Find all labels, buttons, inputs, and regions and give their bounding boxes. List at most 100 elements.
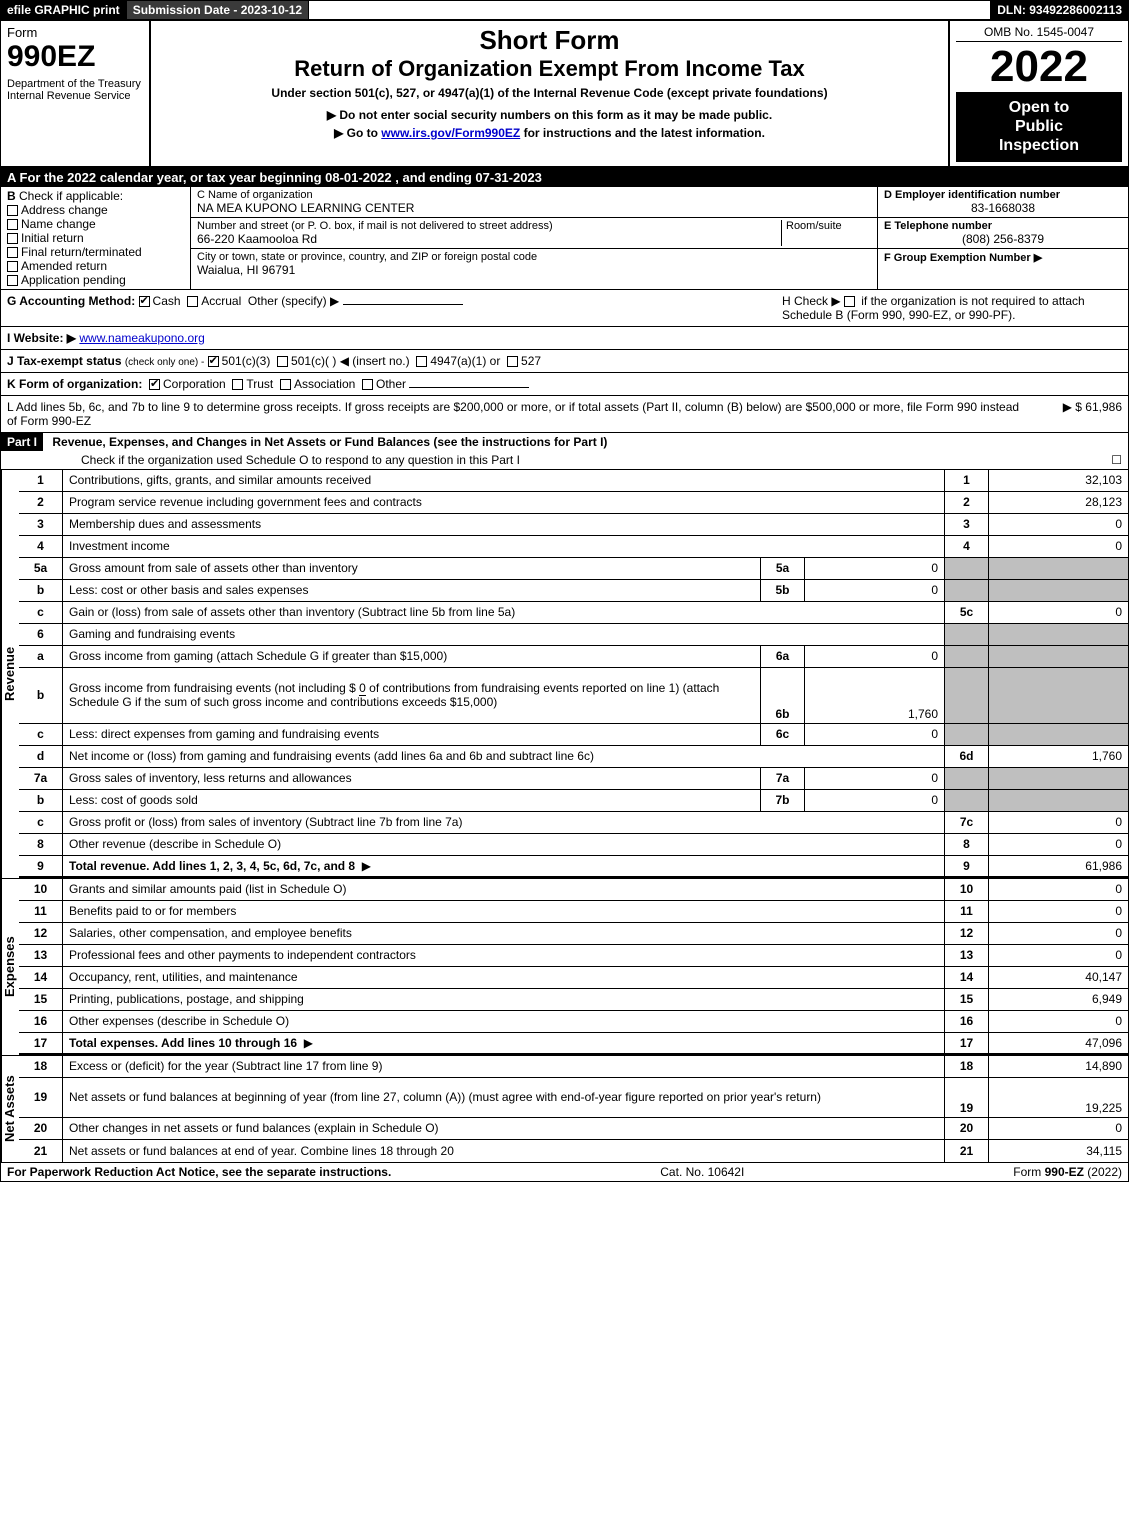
line-17-desc-text: Total expenses. Add lines 10 through 16 (69, 1036, 297, 1050)
line-9-rnum: 9 (944, 856, 988, 876)
j-4947-checkbox[interactable] (416, 356, 427, 367)
line-6a-rcol-grey (944, 646, 988, 667)
form-number: 990EZ (7, 40, 143, 74)
line-5c-val: 0 (988, 602, 1128, 623)
line-6d-num: d (19, 746, 63, 767)
k-other-checkbox[interactable] (362, 379, 373, 390)
h-schedule-b: H Check ▶ if the organization is not req… (782, 294, 1122, 322)
d-label: D Employer identification number (884, 189, 1122, 201)
efile-print-cell: efile GRAPHIC print (1, 1, 127, 19)
line-20: 20Other changes in net assets or fund ba… (19, 1118, 1128, 1140)
line-6a-num: a (19, 646, 63, 667)
line-7c-rnum: 7c (944, 812, 988, 833)
line-9-arrow: ▶ (362, 859, 371, 873)
footer-right-post: (2022) (1084, 1165, 1122, 1179)
g-accounting: G Accounting Method: Cash Accrual Other … (7, 294, 463, 322)
c-room-cell: Room/suite (781, 220, 871, 246)
line-16-desc: Other expenses (describe in Schedule O) (63, 1011, 944, 1032)
line-8: 8 Other revenue (describe in Schedule O)… (19, 834, 1128, 856)
line-6b-sc: 6b (760, 668, 804, 723)
line-21-num: 21 (19, 1140, 63, 1162)
tax-year: 2022 (956, 42, 1122, 92)
line-21-val: 34,115 (988, 1140, 1128, 1162)
line-10-num: 10 (19, 879, 63, 900)
line-6b-amt: 0 (359, 681, 366, 696)
revenue-body: 1 Contributions, gifts, grants, and simi… (19, 470, 1128, 878)
i-label: I Website: ▶ (7, 331, 76, 345)
g-other-label: Other (specify) ▶ (248, 294, 339, 308)
c-city-row: City or town, state or province, country… (191, 249, 877, 279)
line-19-rnum: 19 (944, 1078, 988, 1117)
part-i-check-row: Check if the organization used Schedule … (1, 451, 1128, 469)
k-corp-checkbox[interactable] (149, 379, 160, 390)
line-17-arrow: ▶ (304, 1036, 313, 1050)
line-13: 13Professional fees and other payments t… (19, 945, 1128, 967)
expenses-vtab: Expenses (1, 879, 19, 1055)
line-6d-desc: Net income or (loss) from gaming and fun… (63, 746, 944, 767)
line-6-rval-grey (988, 624, 1128, 645)
line-11: 11Benefits paid to or for members110 (19, 901, 1128, 923)
k-other-input[interactable] (409, 387, 529, 388)
note2-post: for instructions and the latest informat… (520, 126, 765, 140)
j-527-checkbox[interactable] (507, 356, 518, 367)
c-room-label: Room/suite (786, 220, 871, 232)
line-9-desc-text: Total revenue. Add lines 1, 2, 3, 4, 5c,… (69, 859, 355, 873)
line-18-rnum: 18 (944, 1056, 988, 1077)
irs-link[interactable]: www.irs.gov/Form990EZ (381, 126, 520, 140)
g-other-input[interactable] (343, 304, 463, 305)
d-row: D Employer identification number 83-1668… (878, 187, 1128, 218)
b-opt-0[interactable]: Address change (7, 203, 184, 217)
line-9-desc: Total revenue. Add lines 1, 2, 3, 4, 5c,… (63, 856, 944, 876)
b-opt-4[interactable]: Amended return (7, 259, 184, 273)
website-link[interactable]: www.nameakupono.org (79, 331, 204, 345)
e-label: E Telephone number (884, 220, 1122, 232)
b-label: B Check if applicable: (7, 189, 184, 203)
line-6b-pre: Gross income from fundraising events (no… (69, 681, 359, 695)
line-4-rnum: 4 (944, 536, 988, 557)
h-checkbox[interactable] (844, 296, 855, 307)
j-501c-label: 501(c)( ) (291, 354, 336, 368)
line-6b-sv: 1,760 (804, 668, 944, 723)
line-8-val: 0 (988, 834, 1128, 855)
g-cash-checkbox[interactable] (139, 296, 150, 307)
line-7b-sc: 7b (760, 790, 804, 811)
line-7a-rval-grey (988, 768, 1128, 789)
line-13-num: 13 (19, 945, 63, 966)
footer-left: For Paperwork Reduction Act Notice, see … (7, 1165, 391, 1179)
part-i-label: Part I (1, 433, 43, 451)
g-accrual-checkbox[interactable] (187, 296, 198, 307)
line-7a-rcol-grey (944, 768, 988, 789)
line-7b-sv: 0 (804, 790, 944, 811)
g-h-row: G Accounting Method: Cash Accrual Other … (1, 290, 1128, 327)
part-i-check-val: ☐ (1111, 453, 1122, 467)
b-opt-3[interactable]: Final return/terminated (7, 245, 184, 259)
dept-treasury: Department of the Treasury (7, 78, 143, 90)
footer-mid: Cat. No. 10642I (660, 1165, 744, 1179)
line-1-rnum: 1 (944, 470, 988, 491)
line-7b: b Less: cost of goods sold 7b 0 (19, 790, 1128, 812)
line-12-num: 12 (19, 923, 63, 944)
b-opt-5[interactable]: Application pending (7, 273, 184, 287)
line-17: 17 Total expenses. Add lines 10 through 1… (19, 1033, 1128, 1055)
b-opt-2[interactable]: Initial return (7, 231, 184, 245)
j-501c-checkbox[interactable] (277, 356, 288, 367)
omb-number: OMB No. 1545-0047 (956, 25, 1122, 42)
line-7a-desc: Gross sales of inventory, less returns a… (63, 768, 760, 789)
line-2: 2 Program service revenue including gove… (19, 492, 1128, 514)
line-6b: b Gross income from fundraising events (… (19, 668, 1128, 724)
line-15: 15Printing, publications, postage, and s… (19, 989, 1128, 1011)
k-assoc-checkbox[interactable] (280, 379, 291, 390)
line-9-num: 9 (19, 856, 63, 876)
b-opt-1[interactable]: Name change (7, 217, 184, 231)
header-right: OMB No. 1545-0047 2022 Open to Public In… (948, 21, 1128, 166)
c-street-value: 66-220 Kaamooloa Rd (197, 232, 781, 246)
j-501c3-checkbox[interactable] (208, 356, 219, 367)
line-3-rnum: 3 (944, 514, 988, 535)
k-trust-checkbox[interactable] (232, 379, 243, 390)
footer-right-pre: Form (1013, 1165, 1044, 1179)
line-17-rnum: 17 (944, 1033, 988, 1053)
revenue-vtab: Revenue (1, 470, 19, 878)
line-5a-rcol-grey (944, 558, 988, 579)
line-20-val: 0 (988, 1118, 1128, 1139)
b-opt-1-label: Name change (21, 217, 96, 231)
